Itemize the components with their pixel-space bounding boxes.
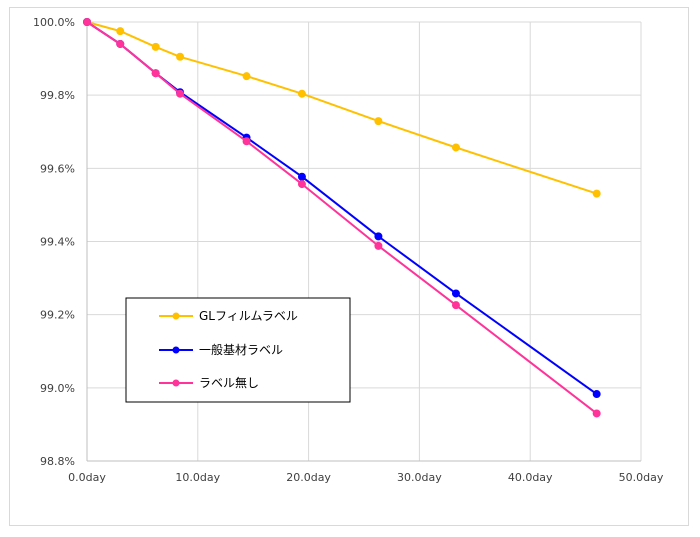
data-point xyxy=(151,69,160,78)
x-tick-label: 40.0day xyxy=(508,471,553,484)
axes xyxy=(86,22,641,462)
legend-marker xyxy=(172,379,180,387)
data-point xyxy=(451,301,460,310)
legend-label: 一般基材ラベル xyxy=(199,342,283,357)
legend-marker xyxy=(172,346,180,354)
legend-item: 一般基材ラベル xyxy=(159,342,283,357)
y-tick-label: 99.8% xyxy=(40,89,75,102)
tick-labels: 98.8% 99.0% 99.2% 99.4% 99.6% 99.8% 100.0% 0.0d… xyxy=(33,16,664,484)
data-point xyxy=(297,172,306,181)
x-tick-label: 20.0day xyxy=(286,471,331,484)
data-point xyxy=(151,42,160,51)
chart-frame xyxy=(9,7,689,526)
data-point xyxy=(83,18,91,26)
series-1 xyxy=(83,18,601,198)
series-3 xyxy=(83,18,601,418)
data-point xyxy=(592,189,601,198)
y-tick-label: 100.0% xyxy=(33,16,75,29)
data-point xyxy=(176,89,185,98)
data-point xyxy=(374,241,383,250)
y-tick-label: 98.8% xyxy=(40,455,75,468)
data-point xyxy=(116,39,125,48)
legend-item: GLフィルムラベル xyxy=(159,309,298,323)
data-point xyxy=(116,27,125,36)
x-tick-label: 10.0day xyxy=(175,471,220,484)
data-point xyxy=(592,390,601,399)
data-point xyxy=(374,232,383,241)
data-point xyxy=(242,137,251,146)
data-point xyxy=(451,143,460,152)
y-tick-label: 99.0% xyxy=(40,382,75,395)
series-group xyxy=(83,18,601,418)
data-point xyxy=(451,289,460,298)
data-point xyxy=(297,180,306,189)
legend-marker xyxy=(172,312,180,320)
x-tick-label: 30.0day xyxy=(397,471,442,484)
data-point xyxy=(592,409,601,418)
y-tick-label: 99.6% xyxy=(40,162,75,175)
data-point xyxy=(176,52,185,61)
data-point xyxy=(374,117,383,126)
data-point xyxy=(242,72,251,81)
y-tick-label: 99.2% xyxy=(40,309,75,322)
x-tick-label: 50.0day xyxy=(619,471,664,484)
legend-item: ラベル無し xyxy=(159,375,259,390)
data-point xyxy=(297,89,306,98)
legend-label: ラベル無し xyxy=(199,375,259,390)
y-tick-label: 99.4% xyxy=(40,236,75,249)
legend-label: GLフィルムラベル xyxy=(199,309,298,323)
x-tick-label: 0.0day xyxy=(68,471,106,484)
